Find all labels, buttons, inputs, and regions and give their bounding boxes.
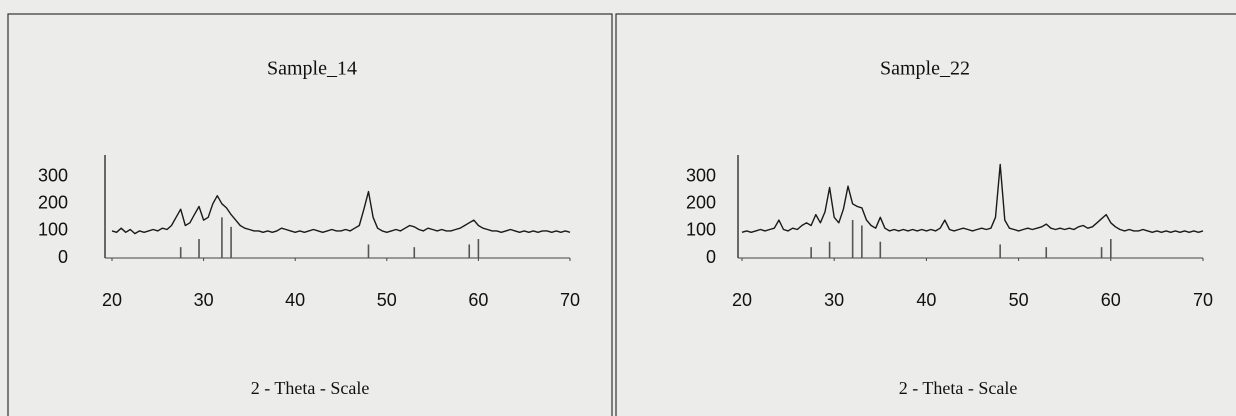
y-tick-label: 0 <box>58 247 68 267</box>
x-tick-label: 20 <box>102 290 122 310</box>
diffraction-pattern <box>112 192 570 234</box>
x-tick-label: 50 <box>1009 290 1029 310</box>
page: Sample_142 - Theta - Scale01002003002030… <box>0 0 1236 416</box>
x-tick-label: 50 <box>377 290 397 310</box>
y-tick-label: 300 <box>38 165 68 185</box>
x-axis-label: 2 - Theta - Scale <box>251 378 370 398</box>
y-tick-label: 300 <box>686 165 716 185</box>
y-tick-label: 100 <box>38 220 68 240</box>
y-tick-label: 200 <box>38 193 68 213</box>
x-tick-label: 70 <box>1193 290 1213 310</box>
x-tick-label: 30 <box>194 290 214 310</box>
x-tick-label: 70 <box>560 290 580 310</box>
x-tick-label: 20 <box>732 290 752 310</box>
y-tick-label: 200 <box>686 193 716 213</box>
x-axis-label: 2 - Theta - Scale <box>899 378 1018 398</box>
chart-title: Sample_14 <box>267 58 357 80</box>
chart-title: Sample_22 <box>880 58 970 80</box>
y-tick-label: 100 <box>686 220 716 240</box>
x-tick-label: 60 <box>468 290 488 310</box>
x-tick-label: 40 <box>285 290 305 310</box>
x-tick-label: 40 <box>916 290 936 310</box>
x-tick-label: 60 <box>1101 290 1121 310</box>
diffraction-pattern <box>742 165 1203 233</box>
y-tick-label: 0 <box>706 247 716 267</box>
x-tick-label: 30 <box>824 290 844 310</box>
